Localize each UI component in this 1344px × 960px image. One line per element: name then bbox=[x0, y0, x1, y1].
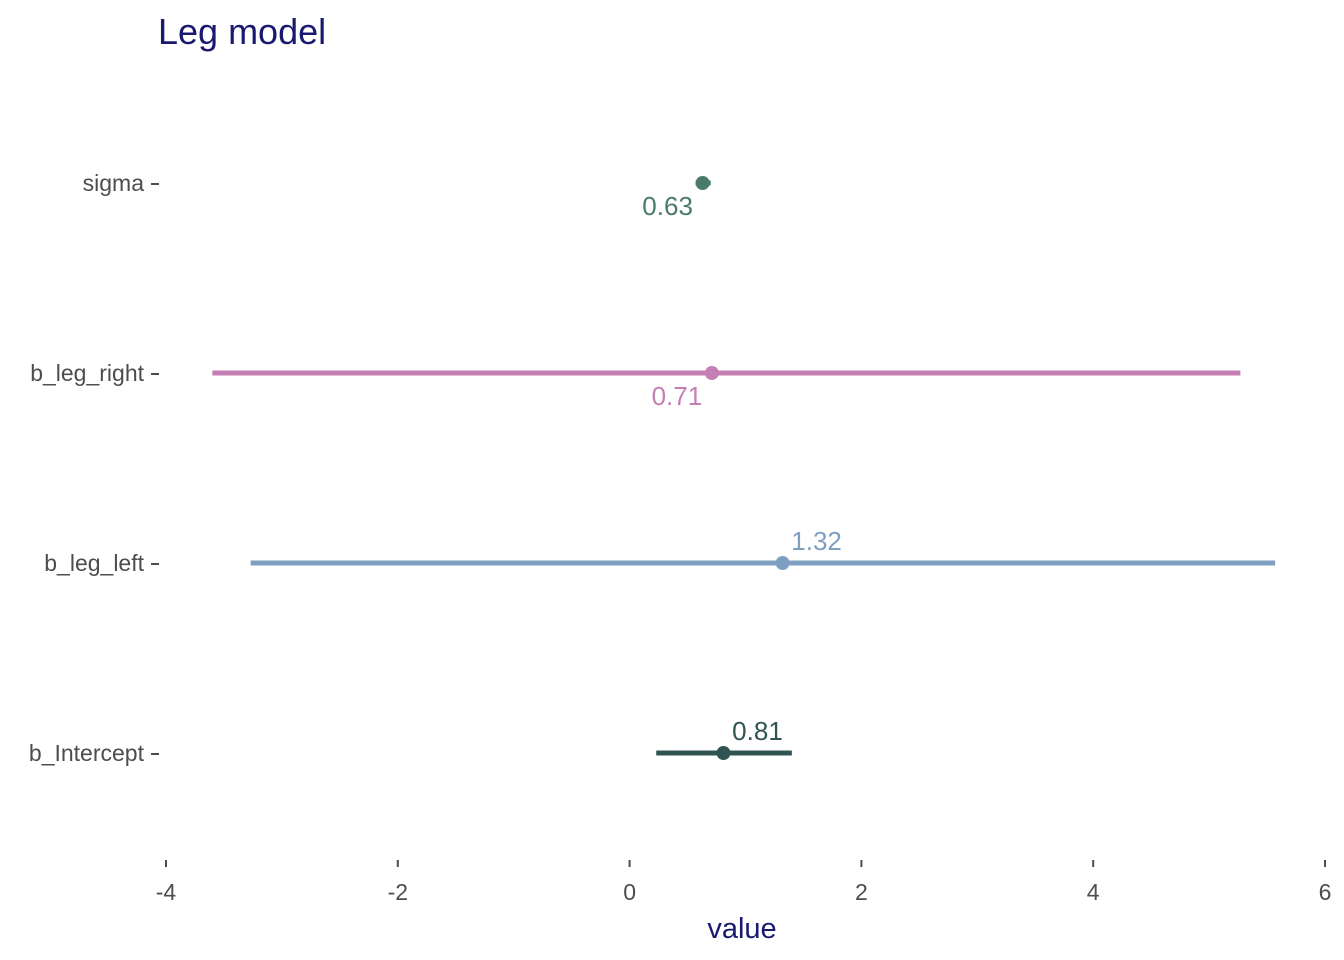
value-label: 1.32 bbox=[791, 526, 842, 556]
y-tick-label: b_leg_left bbox=[44, 550, 144, 576]
point-estimate bbox=[704, 366, 719, 380]
plot-marks: 0.63 0.71 1.32 0.81 bbox=[212, 176, 1276, 760]
y-tick-label: b_leg_right bbox=[30, 360, 144, 386]
value-label: 0.71 bbox=[652, 381, 703, 411]
point-estimate bbox=[716, 746, 731, 760]
value-label: 0.81 bbox=[732, 716, 783, 746]
value-label: 0.63 bbox=[642, 191, 693, 221]
x-tick-label: 4 bbox=[1087, 879, 1100, 905]
x-tick-label: 2 bbox=[855, 879, 868, 905]
x-axis-label: value bbox=[707, 913, 776, 945]
point-estimate bbox=[695, 176, 710, 190]
y-tick-label: b_Intercept bbox=[29, 740, 145, 766]
x-tick-label: 6 bbox=[1319, 879, 1332, 905]
y-tick-label: sigma bbox=[83, 170, 145, 196]
chart-title: Leg model bbox=[158, 11, 326, 52]
x-tick-label: 0 bbox=[623, 879, 636, 905]
x-tick-label: -2 bbox=[388, 879, 408, 905]
x-tick-label: -4 bbox=[156, 879, 177, 905]
x-axis: -4 -2 0 2 4 6 bbox=[156, 860, 1332, 905]
y-axis: sigma b_leg_right b_leg_left b_Intercept bbox=[29, 170, 159, 766]
point-estimate bbox=[775, 556, 790, 570]
